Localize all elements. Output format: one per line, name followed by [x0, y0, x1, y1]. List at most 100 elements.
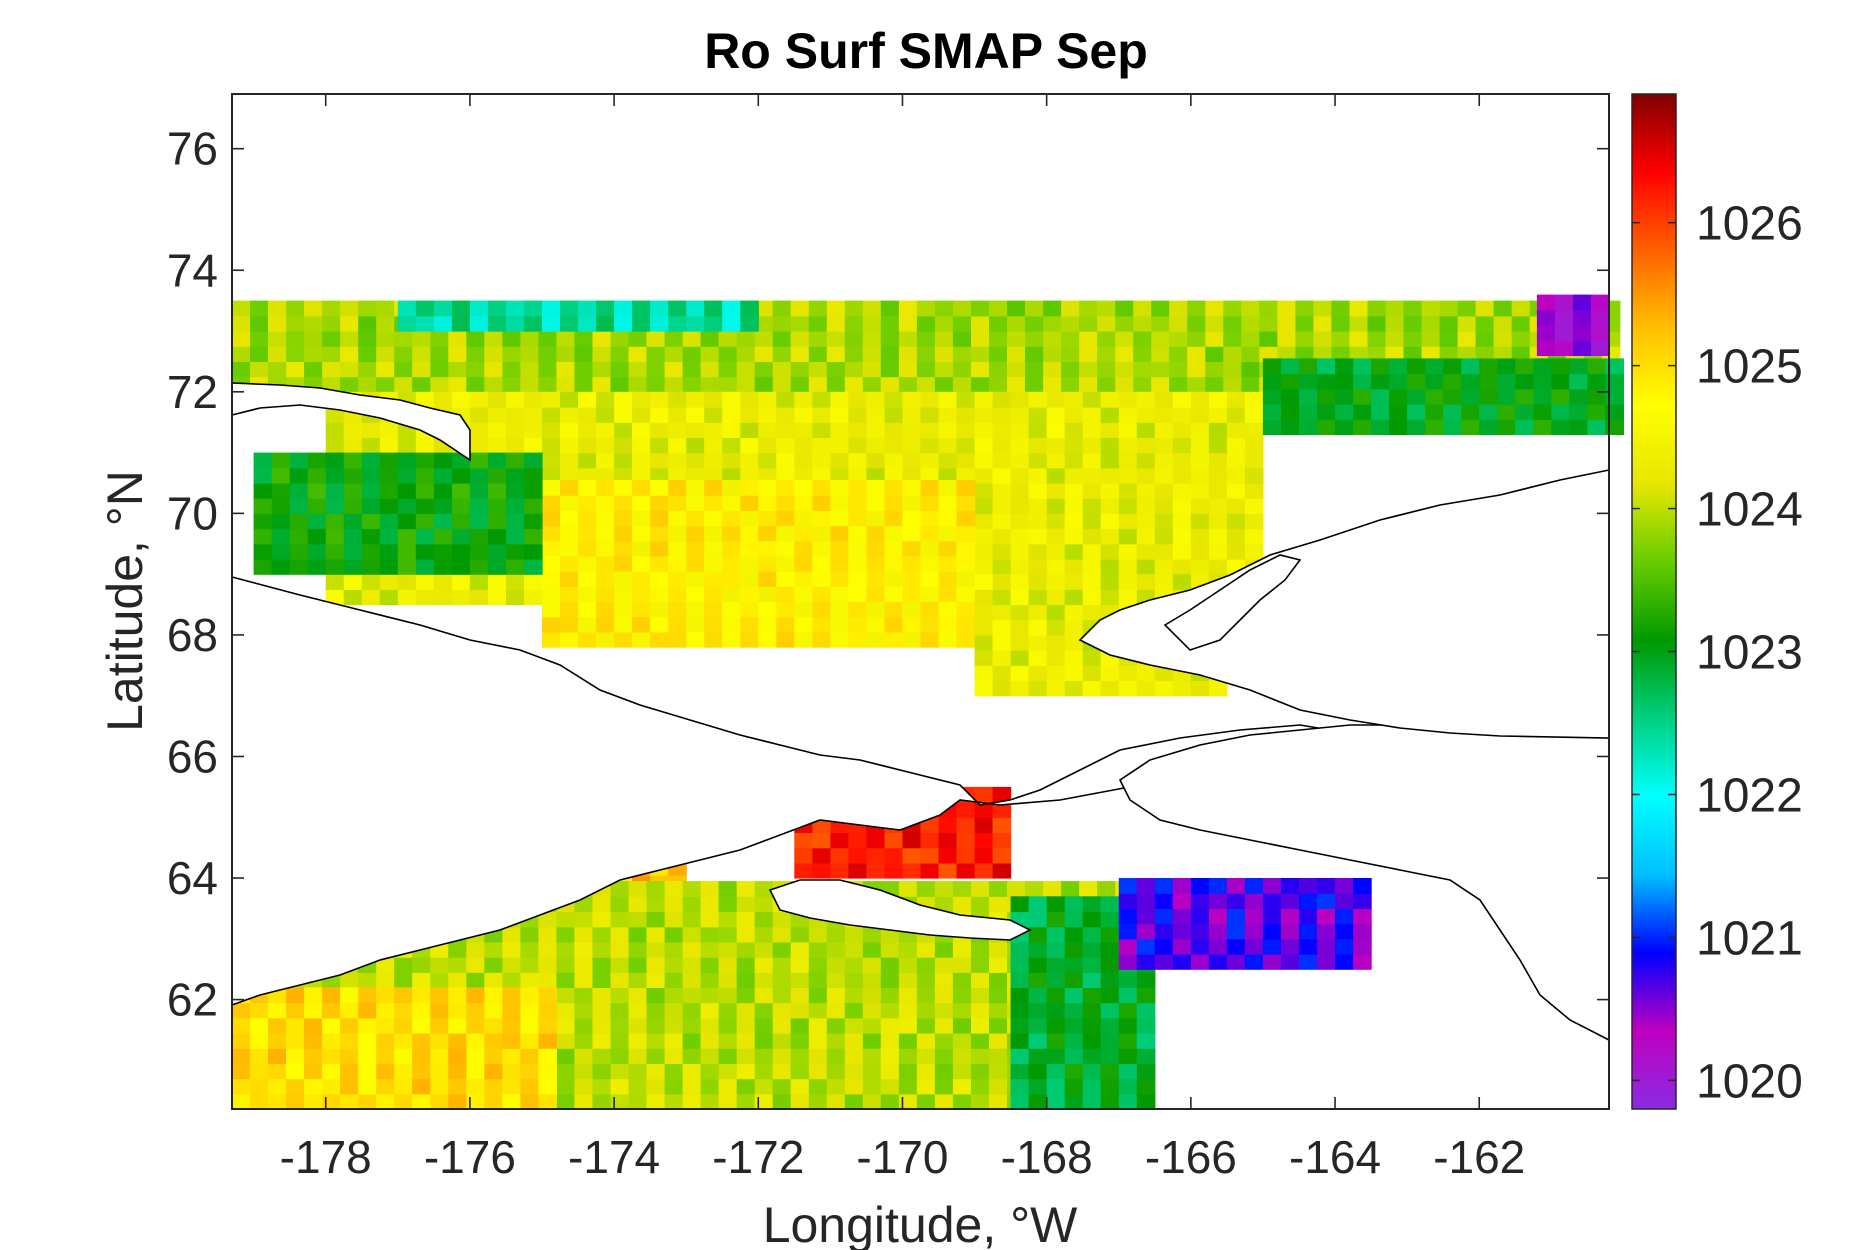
heatmap-cell	[754, 881, 774, 897]
heatmap-cell	[736, 941, 756, 958]
heatmap-cell	[1190, 543, 1210, 560]
heatmap-cell	[866, 571, 885, 587]
heatmap-cell	[1295, 315, 1314, 332]
heatmap-cell	[578, 422, 597, 438]
heatmap-cell	[1421, 315, 1441, 332]
heatmap-cell	[758, 422, 777, 438]
heatmap-cell	[506, 467, 525, 484]
heatmap-cell	[1277, 331, 1296, 347]
heatmap-cell	[1389, 404, 1408, 420]
heatmap-cell	[812, 437, 831, 454]
heatmap-cell	[1244, 893, 1264, 909]
heatmap-cell	[1461, 404, 1480, 420]
heatmap-cell	[376, 987, 395, 1004]
heatmap-cell	[520, 957, 539, 973]
heatmap-cell	[433, 315, 453, 332]
heatmap-cell	[722, 391, 741, 408]
heatmap-cell	[956, 571, 976, 587]
colorbar-tick-label: 1025	[1696, 341, 1803, 394]
heatmap-cell	[1100, 1048, 1120, 1064]
heatmap-cell	[524, 498, 543, 514]
heatmap-cell	[232, 1017, 251, 1034]
heatmap-cell	[592, 361, 612, 378]
heatmap-cell	[992, 528, 1012, 545]
heatmap-cell	[722, 495, 741, 511]
heatmap-cell	[524, 483, 543, 499]
heatmap-cell	[1259, 331, 1278, 347]
heatmap-cell	[574, 941, 593, 958]
heatmap-cell	[938, 616, 958, 633]
heatmap-cell	[808, 1078, 828, 1095]
heatmap-cell	[862, 331, 882, 347]
heatmap-cell	[934, 881, 954, 897]
heatmap-cell	[596, 601, 615, 618]
heatmap-cell	[1082, 896, 1102, 913]
heatmap-cell	[1046, 1002, 1066, 1019]
heatmap-cell	[1172, 908, 1192, 925]
heatmap-cell	[614, 540, 633, 557]
heatmap-cell	[325, 422, 345, 438]
heatmap-cell	[487, 407, 507, 423]
heatmap-cell	[794, 631, 813, 648]
heatmap-cell	[1100, 574, 1120, 590]
heatmap-cell	[790, 346, 810, 362]
heatmap-cell	[808, 1093, 828, 1110]
heatmap-cell	[916, 1048, 936, 1064]
heatmap-cell	[271, 513, 291, 530]
heatmap-cell	[1335, 358, 1354, 375]
heatmap-cell	[232, 1063, 251, 1080]
heatmap-cell	[628, 896, 648, 913]
heatmap-cell	[1010, 437, 1030, 454]
heatmap-cell	[794, 862, 813, 879]
heatmap-cell	[1208, 407, 1228, 423]
heatmap-cell	[898, 987, 918, 1004]
heatmap-cell	[776, 571, 795, 587]
heatmap-cell	[394, 957, 413, 973]
heatmap-cell	[971, 300, 990, 317]
heatmap-cell	[556, 1078, 575, 1095]
heatmap-cell	[1389, 388, 1408, 405]
heatmap-cell	[574, 911, 593, 928]
heatmap-cell	[1208, 437, 1228, 454]
heatmap-cell	[538, 1093, 557, 1110]
heatmap-cell	[1064, 1002, 1084, 1019]
heatmap-cell	[361, 589, 381, 606]
heatmap-cell	[592, 1063, 612, 1080]
heatmap-cell	[934, 315, 954, 332]
heatmap-cell	[952, 1093, 972, 1110]
heatmap-cell	[502, 987, 521, 1004]
region-north-blue-strip	[397, 300, 759, 332]
colorbar-tick-label: 1026	[1696, 198, 1803, 251]
heatmap-cell	[682, 1063, 702, 1080]
heatmap-cell	[487, 513, 507, 530]
heatmap-cell	[307, 483, 327, 499]
heatmap-cell	[1118, 543, 1138, 560]
heatmap-cell	[1479, 419, 1498, 435]
heatmap-cell	[794, 391, 813, 408]
heatmap-cell	[650, 495, 669, 511]
heatmap-cell	[1281, 954, 1300, 970]
heatmap-cell	[430, 1093, 449, 1110]
heatmap-cell	[754, 331, 774, 347]
heatmap-cell	[1551, 404, 1570, 420]
heatmap-cell	[974, 498, 994, 514]
heatmap-cell	[704, 616, 723, 633]
heatmap-cell	[1226, 543, 1246, 560]
heatmap-cell	[880, 1093, 900, 1110]
heatmap-cell	[340, 376, 359, 393]
heatmap-cell	[379, 589, 399, 606]
heatmap-cell	[433, 589, 453, 606]
heatmap-cell	[1169, 376, 1188, 393]
heatmap-cell	[542, 467, 561, 484]
heatmap-cell	[776, 555, 795, 572]
heatmap-cell	[1515, 373, 1534, 390]
heatmap-cell	[718, 941, 738, 958]
heatmap-cell	[736, 957, 756, 973]
heatmap-cell	[448, 1033, 467, 1049]
heatmap-cell	[538, 1078, 557, 1095]
heatmap-cell	[1028, 391, 1048, 408]
heatmap-cell	[722, 467, 741, 484]
heatmap-cell	[974, 862, 994, 879]
heatmap-cell	[808, 1063, 828, 1080]
heatmap-cell	[1208, 543, 1228, 560]
